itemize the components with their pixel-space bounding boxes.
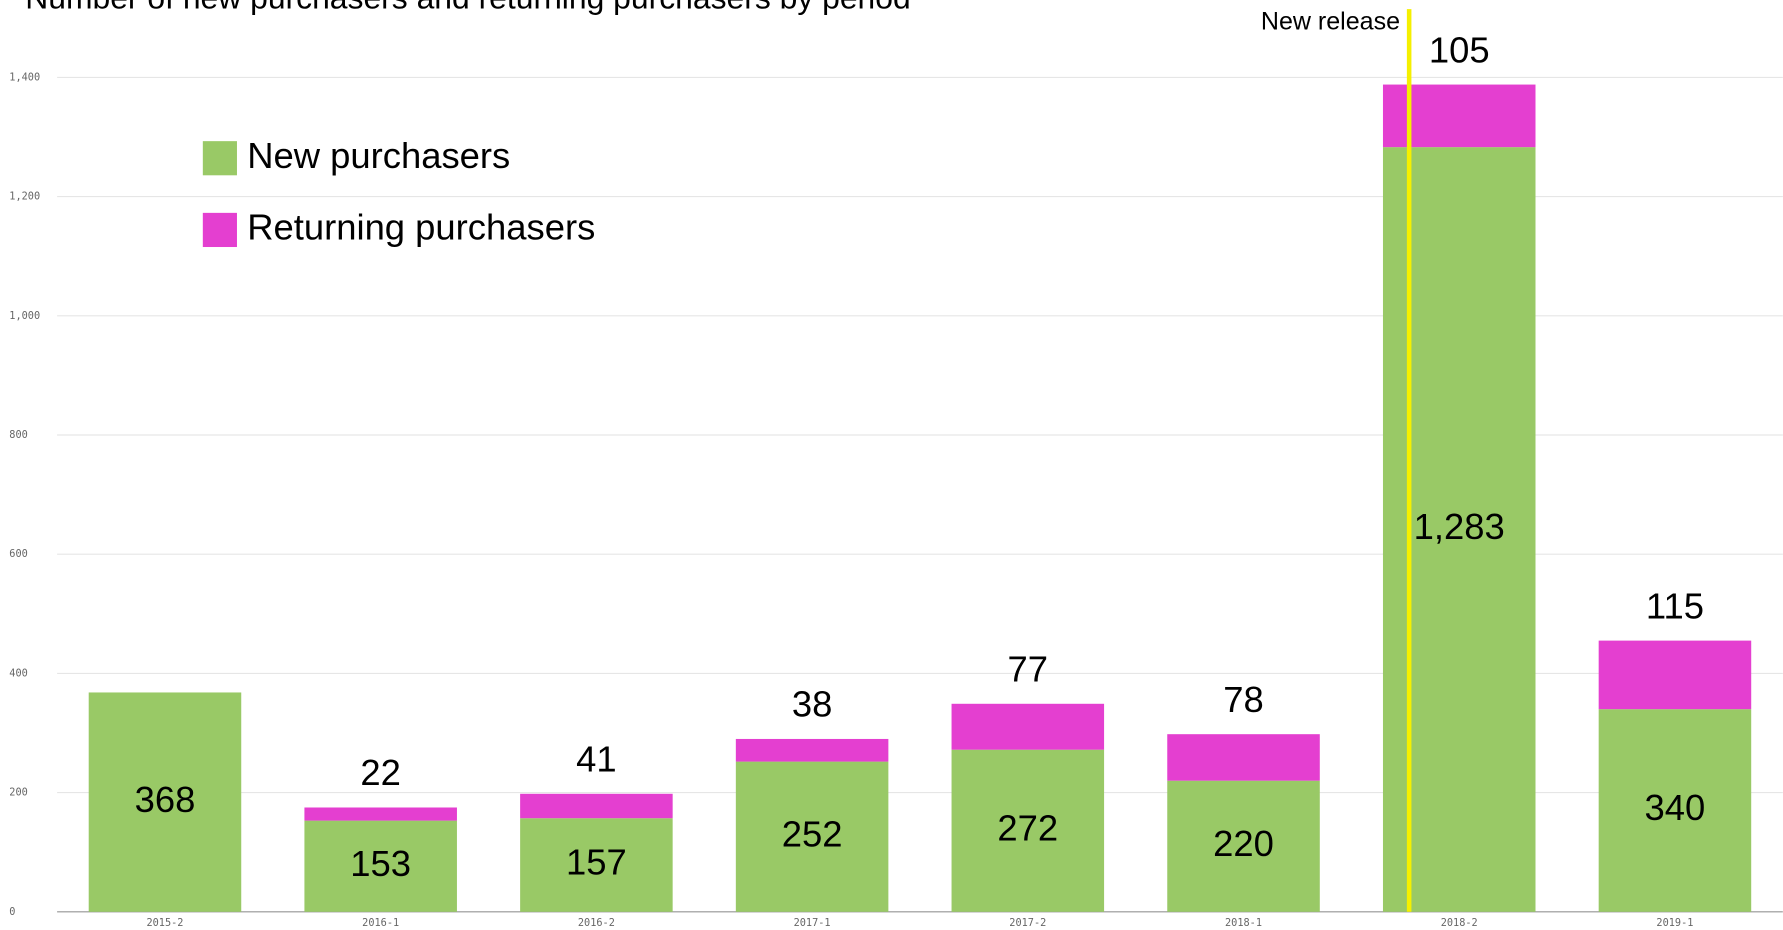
data-label: 153 (350, 843, 411, 884)
legend-swatch (202, 212, 237, 248)
x-tick-label: 2016-2 (578, 917, 615, 929)
bar-segment (951, 703, 1105, 750)
chart-title: Number of new purchasers and returning p… (25, 0, 910, 15)
bar-segment (951, 749, 1105, 912)
y-tick-label: 1,000 (9, 310, 40, 322)
bar-segment (1598, 709, 1752, 912)
data-label: 220 (1213, 823, 1274, 864)
data-label: 252 (782, 813, 843, 854)
legend-label: New purchasers (247, 135, 510, 176)
data-label: 22 (360, 752, 401, 793)
data-label: 105 (1429, 29, 1490, 70)
bar-segment (304, 807, 457, 821)
y-tick-label: 800 (9, 429, 28, 441)
bar-segment (735, 738, 889, 762)
annotation-text: New release (1261, 7, 1400, 35)
data-label: 77 (1008, 649, 1049, 690)
y-tick-label: 200 (9, 787, 28, 799)
data-label: 78 (1223, 679, 1264, 720)
x-tick-label: 2015-2 (146, 917, 183, 929)
x-tick-label: 2018-2 (1441, 917, 1478, 929)
x-tick-label: 2017-2 (1009, 917, 1046, 929)
x-tick-label: 2017-1 (794, 917, 831, 929)
bar-segment (304, 820, 457, 912)
data-label: 272 (997, 807, 1058, 848)
data-label: 115 (1646, 585, 1704, 626)
x-tick-label: 2019-1 (1656, 917, 1693, 929)
bar-segment (88, 692, 242, 912)
x-tick-label: 2016-1 (362, 917, 399, 929)
bar-segment (735, 761, 889, 912)
data-label: 41 (576, 739, 617, 780)
x-tick-label: 2018-1 (1225, 917, 1262, 929)
data-label: 38 (792, 684, 833, 725)
y-tick-label: 600 (9, 548, 28, 560)
bar-segment (1382, 84, 1536, 148)
bar-segment (1167, 780, 1320, 912)
y-tick-label: 400 (9, 667, 28, 679)
data-label: 340 (1645, 787, 1706, 828)
bar-segment (520, 793, 673, 819)
y-tick-label: 0 (9, 906, 15, 918)
legend-label: Returning purchasers (247, 207, 595, 248)
y-tick-label: 1,400 (9, 71, 40, 83)
bar-segment (520, 818, 673, 912)
legend-swatch (202, 141, 237, 176)
y-tick-label: 1,200 (9, 191, 40, 203)
bar-segment (1598, 640, 1752, 710)
data-label: 1,283 (1414, 506, 1505, 547)
data-label: 368 (135, 779, 196, 820)
bar-segment (1167, 734, 1320, 781)
data-label: 157 (566, 842, 627, 883)
